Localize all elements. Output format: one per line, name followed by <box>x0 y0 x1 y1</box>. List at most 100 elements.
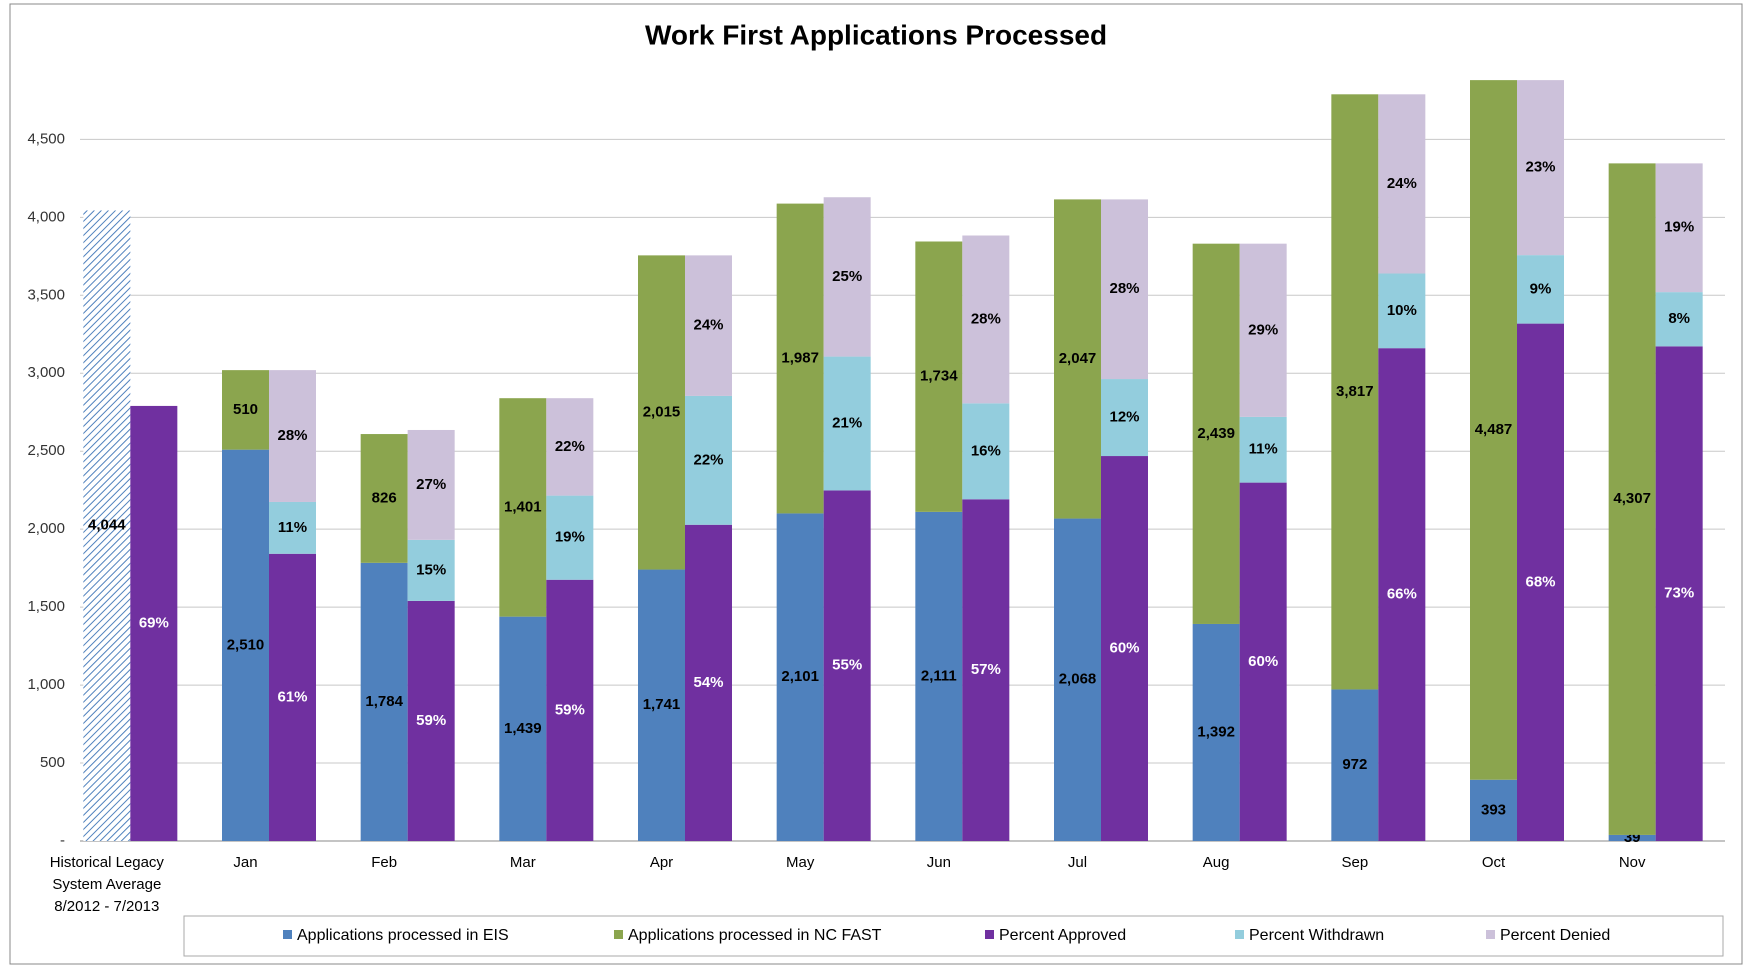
bar-segment <box>1608 834 1656 841</box>
bar-segment <box>1378 348 1426 841</box>
x-tick-label: Oct <box>1481 854 1506 871</box>
bar-segment <box>499 616 547 841</box>
bar-segment <box>407 600 455 841</box>
bar-segment <box>1655 292 1703 347</box>
data-label: 29% <box>1248 321 1278 338</box>
data-label: 972 <box>1342 756 1367 773</box>
bar-segment <box>269 501 316 554</box>
bar-segment <box>1517 323 1564 842</box>
data-label: 60% <box>1248 653 1278 670</box>
bar-segment <box>962 235 1010 404</box>
bar-segment <box>1470 80 1517 780</box>
y-tick-label: 1,000 <box>27 676 65 693</box>
data-label: 15% <box>416 561 446 578</box>
data-label: 28% <box>971 310 1001 327</box>
data-label: 826 <box>372 489 397 506</box>
data-label: 1,987 <box>781 349 819 366</box>
bar-segment <box>915 511 963 841</box>
data-label: 12% <box>1109 409 1139 426</box>
legend-swatch <box>985 930 994 939</box>
data-label: 54% <box>693 674 723 691</box>
data-label: 1,439 <box>504 720 542 737</box>
bar-segment <box>1054 518 1101 841</box>
data-label: 2,101 <box>781 668 819 685</box>
y-tick-label: 4,000 <box>27 208 65 225</box>
legend-box <box>183 915 1724 957</box>
legend-label: Applications processed in EIS <box>297 927 509 944</box>
data-label: 11% <box>1249 441 1278 458</box>
y-tick-label: 1,500 <box>27 598 65 615</box>
bar-segment <box>638 569 685 841</box>
chart-title: Work First Applications Processed <box>645 19 1107 50</box>
bar-segment <box>962 403 1010 500</box>
bar-segment <box>915 241 963 512</box>
bar-segment <box>1331 94 1379 690</box>
bar-segment <box>1517 255 1564 324</box>
bar-segment <box>1054 199 1101 519</box>
bar-segment <box>222 370 269 450</box>
x-tick-label: Apr <box>649 854 674 871</box>
y-tick-label: 3,500 <box>27 286 65 303</box>
data-label: 1,741 <box>643 696 681 713</box>
data-label: 66% <box>1387 586 1417 603</box>
bar-segment <box>1470 779 1517 841</box>
data-label: 2,015 <box>643 403 681 420</box>
data-label: 2,111 <box>921 667 957 684</box>
data-label: 59% <box>555 701 585 718</box>
bar-segment <box>1239 416 1287 483</box>
data-label: 60% <box>1109 639 1139 656</box>
data-label: 27% <box>416 476 446 493</box>
x-tick-label: Nov <box>1618 854 1646 871</box>
y-tick-label: 500 <box>40 754 65 771</box>
bar-segment <box>269 370 316 502</box>
bar-segment <box>638 255 685 570</box>
bar-segment <box>823 356 871 491</box>
data-label: 9% <box>1530 280 1552 297</box>
historical-bar <box>83 210 131 841</box>
legend-swatch <box>1486 930 1495 939</box>
data-label: 11% <box>278 519 307 536</box>
legend-label: Percent Withdrawn <box>1249 927 1384 944</box>
x-tick-label: Jan <box>233 854 258 871</box>
data-label: 2,439 <box>1197 425 1235 442</box>
bar-segment <box>823 490 871 841</box>
bar-segment <box>1192 243 1240 624</box>
data-label: 4,307 <box>1613 490 1651 507</box>
data-label: 3,817 <box>1336 383 1374 400</box>
bar-segment <box>1655 163 1703 293</box>
data-label: 10% <box>1387 302 1417 319</box>
data-label: 19% <box>555 529 585 546</box>
legend-label: Percent Denied <box>1500 927 1610 944</box>
bar-segment <box>685 395 732 525</box>
data-label: 1,784 <box>365 693 403 710</box>
x-tick-label: Historical Legacy System Average 8/2012 … <box>49 854 164 915</box>
bar-segment <box>499 398 547 617</box>
bar-segment <box>1517 80 1564 256</box>
data-label: 22% <box>555 438 585 455</box>
bar-segment <box>269 553 316 841</box>
bar-segment <box>1378 273 1426 349</box>
data-label: 24% <box>1387 175 1417 192</box>
bar-segment <box>962 499 1010 841</box>
data-label: 16% <box>971 442 1001 459</box>
data-label: 2,068 <box>1059 671 1097 688</box>
data-label: 19% <box>1664 219 1694 236</box>
bar-segment <box>222 449 269 841</box>
legend-label: Applications processed in NC FAST <box>628 927 882 944</box>
x-tick-label: May <box>785 854 815 871</box>
bar-segment <box>1239 243 1287 417</box>
data-label: 1,392 <box>1197 723 1235 740</box>
data-label: 57% <box>971 661 1001 678</box>
y-tick-label: 2,500 <box>27 442 65 459</box>
bar-segment <box>1101 456 1148 841</box>
data-label: 28% <box>1109 280 1139 297</box>
chart-border <box>9 3 1743 965</box>
bar-segment <box>360 562 408 841</box>
bar-segment <box>1101 199 1148 380</box>
data-label: 55% <box>832 657 862 674</box>
data-label: 4,044 <box>88 517 126 534</box>
data-label: 393 <box>1481 801 1506 818</box>
data-label: 24% <box>693 317 723 334</box>
